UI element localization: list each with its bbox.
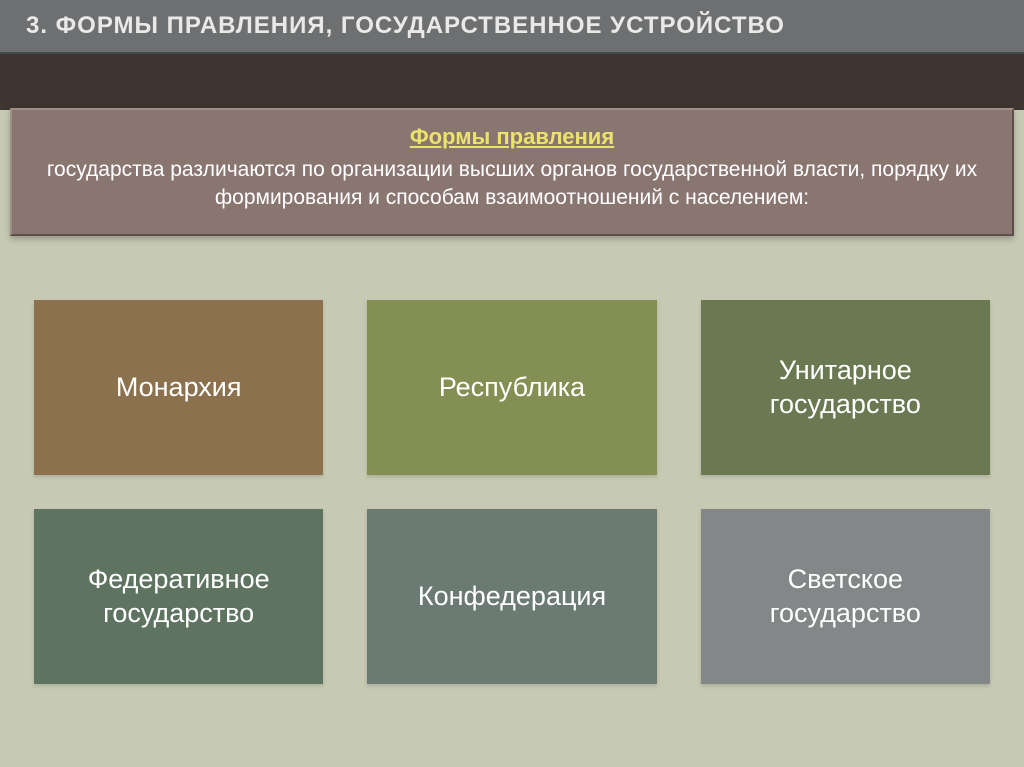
- dark-band: [0, 54, 1024, 110]
- cell-unitary: Унитарное государство: [701, 300, 990, 475]
- cell-federative: Федеративное государство: [34, 509, 323, 684]
- title-bar: 3. Формы правления, государственное устр…: [0, 0, 1024, 54]
- cell-secular: Светское государство: [701, 509, 990, 684]
- slide-title: 3. Формы правления, государственное устр…: [26, 12, 785, 40]
- cell-confederation: Конфедерация: [367, 509, 656, 684]
- cell-republic: Республика: [367, 300, 656, 475]
- description-panel: Формы правления государства различаются …: [10, 108, 1014, 236]
- description-body: государства различаются по организации в…: [47, 158, 977, 209]
- forms-grid: Монархия Республика Унитарное государств…: [34, 300, 990, 684]
- cell-monarchy: Монархия: [34, 300, 323, 475]
- slide: 3. Формы правления, государственное устр…: [0, 0, 1024, 767]
- description-heading: Формы правления: [34, 124, 990, 150]
